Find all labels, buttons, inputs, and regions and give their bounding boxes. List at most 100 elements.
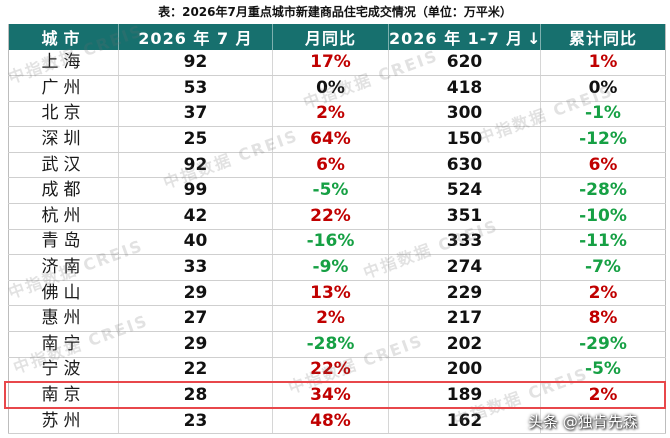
ytd-yoy-cell: 6% <box>540 152 666 179</box>
month-yoy-cell: -5% <box>272 177 389 205</box>
ytd-yoy-cell: 1% <box>540 50 666 77</box>
month-yoy-cell: 2% <box>272 101 389 128</box>
header-ytd-volume: 2026 年 1-7 月 ↓ <box>388 24 542 50</box>
month-yoy-cell: -16% <box>272 229 389 256</box>
sort-down-icon: ↓ <box>527 29 542 48</box>
ytd-volume-cell: 524 <box>388 177 541 205</box>
header-city: 城市 <box>8 24 119 50</box>
header-month-yoy: 月同比 <box>272 24 389 50</box>
ytd-volume-cell: 620 <box>388 50 541 77</box>
city-cell: 苏州 <box>8 408 119 435</box>
ytd-yoy-cell: -11% <box>540 229 666 256</box>
author-credit: 头条 @独肯先森 <box>528 413 638 431</box>
city-cell: 深圳 <box>8 126 119 153</box>
header-row: 城市 2026 年 7 月 月同比 2026 年 1-7 月 ↓ 累计同比 <box>8 24 666 50</box>
table-title: 表：2026年7月重点城市新建商品住宅成交情况（单位：万平米） <box>158 5 512 19</box>
month-yoy-cell: 2% <box>272 305 389 333</box>
month-volume-cell: 27 <box>118 305 273 333</box>
city-cell: 武汉 <box>8 152 119 179</box>
table-row: 济南 33 -9% 274 -7% <box>8 254 666 281</box>
ytd-yoy-cell <box>540 408 666 435</box>
month-yoy-cell: 48% <box>272 408 389 435</box>
table-row: 上海 92 17% 620 1% <box>8 50 666 77</box>
city-cell: 上海 <box>8 50 119 77</box>
ytd-volume-cell: 217 <box>388 305 541 333</box>
ytd-volume-cell: 300 <box>388 101 541 128</box>
month-yoy-cell: 22% <box>272 357 389 384</box>
ytd-yoy-cell: -29% <box>540 331 666 358</box>
month-volume-cell: 25 <box>118 126 273 153</box>
table-row: 杭州 42 22% 351 -10% <box>8 203 666 230</box>
month-yoy-cell: 0% <box>272 75 389 102</box>
ytd-volume-cell: 162 <box>388 408 541 435</box>
table-row: 惠州 27 2% 217 8% <box>8 305 666 333</box>
table-row: 成都 99 -5% 524 -28% <box>8 177 666 205</box>
table-row: 深圳 25 64% 150 -12% <box>8 126 666 153</box>
city-cell: 宁波 <box>8 357 119 384</box>
city-cell: 杭州 <box>8 203 119 230</box>
table-row: 苏州 23 48% 162 <box>8 408 666 435</box>
ytd-yoy-cell: 8% <box>540 305 666 333</box>
city-sales-table: 城市 2026 年 7 月 月同比 2026 年 1-7 月 ↓ 累计同比 上海 9… <box>8 24 666 435</box>
ytd-yoy-cell: -7% <box>540 254 666 281</box>
month-volume-cell: 42 <box>118 203 273 230</box>
city-cell: 北京 <box>8 101 119 128</box>
table-row: 宁波 22 22% 200 -5% <box>8 357 666 384</box>
month-volume-cell: 99 <box>118 177 273 205</box>
table-row: 北京 37 2% 300 -1% <box>8 101 666 128</box>
ytd-volume-cell: 274 <box>388 254 541 281</box>
table-row: 佛山 29 13% 229 2% <box>8 280 666 307</box>
table-row-highlighted: 南京 28 34% 189 2% <box>8 382 666 409</box>
month-volume-cell: 33 <box>118 254 273 281</box>
header-ytd-yoy: 累计同比 <box>540 24 666 50</box>
month-volume-cell: 23 <box>118 408 273 435</box>
month-volume-cell: 29 <box>118 280 273 307</box>
ytd-volume-cell: 200 <box>388 357 541 384</box>
city-cell: 南京 <box>8 382 119 409</box>
city-cell: 佛山 <box>8 280 119 307</box>
month-yoy-cell: 6% <box>272 152 389 179</box>
month-volume-cell: 40 <box>118 229 273 256</box>
ytd-yoy-cell: 2% <box>540 280 666 307</box>
month-volume-cell: 37 <box>118 101 273 128</box>
ytd-volume-cell: 351 <box>388 203 541 230</box>
ytd-volume-cell: 630 <box>388 152 541 179</box>
ytd-yoy-cell: -12% <box>540 126 666 153</box>
month-volume-cell: 28 <box>118 382 273 409</box>
table-row: 武汉 92 6% 630 6% <box>8 152 666 179</box>
ytd-yoy-cell: 2% <box>540 382 666 409</box>
ytd-yoy-cell: -5% <box>540 357 666 384</box>
month-volume-cell: 29 <box>118 331 273 358</box>
ytd-volume-cell: 229 <box>388 280 541 307</box>
header-month-volume: 2026 年 7 月 <box>118 24 273 50</box>
city-cell: 惠州 <box>8 305 119 333</box>
ytd-yoy-cell: -1% <box>540 101 666 128</box>
month-yoy-cell: 13% <box>272 280 389 307</box>
month-volume-cell: 22 <box>118 357 273 384</box>
city-cell: 南宁 <box>8 331 119 358</box>
month-yoy-cell: -9% <box>272 254 389 281</box>
city-cell: 广州 <box>8 75 119 102</box>
city-cell: 成都 <box>8 177 119 205</box>
ytd-yoy-cell: -10% <box>540 203 666 230</box>
ytd-volume-cell: 189 <box>388 382 541 409</box>
month-yoy-cell: 22% <box>272 203 389 230</box>
month-volume-cell: 92 <box>118 50 273 77</box>
month-yoy-cell: 64% <box>272 126 389 153</box>
ytd-yoy-cell: 0% <box>540 75 666 102</box>
table-row: 南宁 29 -28% 202 -29% <box>8 331 666 358</box>
month-volume-cell: 92 <box>118 152 273 179</box>
header-ytd-volume-label: 2026 年 1-7 月 <box>389 29 524 48</box>
table-body: 上海 92 17% 620 1% 广州 53 0% 418 0% 北京 37 2% 300 -1% 深圳 25 6… <box>8 50 666 435</box>
city-cell: 济南 <box>8 254 119 281</box>
ytd-volume-cell: 150 <box>388 126 541 153</box>
month-yoy-cell: 34% <box>272 382 389 409</box>
ytd-volume-cell: 333 <box>388 229 541 256</box>
month-yoy-cell: -28% <box>272 331 389 358</box>
month-volume-cell: 53 <box>118 75 273 102</box>
ytd-volume-cell: 202 <box>388 331 541 358</box>
city-cell: 青岛 <box>8 229 119 256</box>
ytd-yoy-cell: -28% <box>540 177 666 205</box>
table-row: 广州 53 0% 418 0% <box>8 75 666 102</box>
